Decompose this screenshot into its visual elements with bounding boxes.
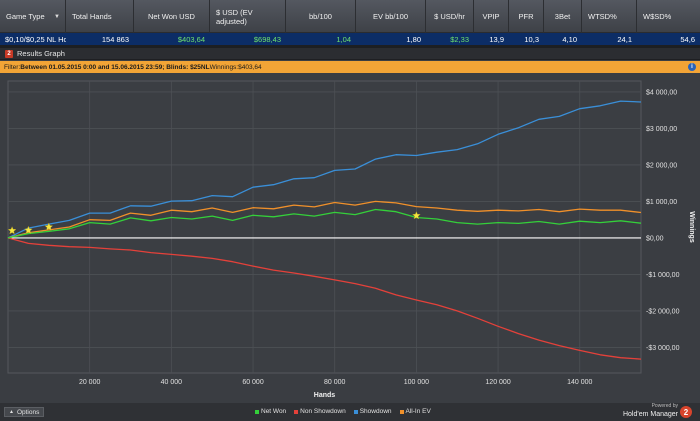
cell-net-won: $403,64 xyxy=(177,34,205,44)
legend-label: Net Won xyxy=(261,408,287,415)
panel-titlebar: 2 Results Graph xyxy=(0,48,700,60)
info-icon[interactable]: i xyxy=(688,63,696,71)
legend-swatch xyxy=(255,409,259,414)
cell-game-type: $0,10/$0,25 NL Ho xyxy=(5,34,66,44)
y-tick-label: $1 000,00 xyxy=(646,199,677,206)
triangle-up-icon: ▲ xyxy=(9,409,14,415)
series-line-showdown xyxy=(7,100,642,239)
table-row[interactable]: $0,10/$0,25 NL Ho 154 863 $403,64 $698,4… xyxy=(0,33,700,45)
chevron-down-icon[interactable]: ▼ xyxy=(54,14,60,20)
column-header-vpip[interactable]: VPIP xyxy=(474,0,509,33)
legend-item[interactable]: Showdown xyxy=(353,408,392,415)
cell-3bet: 4,10 xyxy=(562,34,577,44)
options-button[interactable]: ▲ Options xyxy=(4,407,45,417)
star-marker xyxy=(24,225,33,234)
app-logo-icon: 2 xyxy=(5,49,13,58)
results-graph: 20 000 40 000 60 000 80 000 100 000 120 000 14… xyxy=(0,73,700,403)
column-header-label: EV bb/100 xyxy=(372,12,409,21)
column-header-label: Game Type xyxy=(6,12,45,21)
legend-item[interactable]: Non Showdown xyxy=(294,408,346,415)
y-tick-label: $3 000,00 xyxy=(646,126,677,133)
x-tick-label: 120 000 xyxy=(485,379,510,386)
column-header-usd-hr[interactable]: $ USD/hr xyxy=(426,0,474,33)
cell-bb100: 1,04 xyxy=(336,34,351,44)
x-tick-label: 20 000 xyxy=(79,379,101,386)
column-header-game-type[interactable]: Game Type ▼ xyxy=(0,0,66,33)
column-header-wsd[interactable]: W$SD% xyxy=(637,0,700,33)
column-header-label: bb/100 xyxy=(309,12,332,21)
filter-winnings-label: Winnings: xyxy=(209,63,239,71)
column-header-label: Total Hands xyxy=(72,12,112,21)
series-line-net-won xyxy=(7,208,642,239)
cell-usd-hr: $2,33 xyxy=(450,34,469,44)
legend-swatch xyxy=(294,409,299,414)
column-header-label: W$SD% xyxy=(643,12,672,21)
column-header-label: WTSD% xyxy=(588,12,617,21)
cell-wtsd: 24,1 xyxy=(617,34,632,44)
y-tick-label: $4 000,00 xyxy=(646,89,677,96)
column-header-label: 3Bet xyxy=(554,12,571,21)
column-header-label: VPIP xyxy=(482,12,500,21)
column-header-net-won[interactable]: Net Won USD xyxy=(134,0,210,33)
star-marker xyxy=(412,211,421,220)
x-tick-label: 60 000 xyxy=(242,379,264,386)
options-label: Options xyxy=(16,408,40,416)
y-tick-label: -$1 000,00 xyxy=(646,272,680,279)
series-line-all-in-ev xyxy=(7,200,642,239)
panel-title: Results Graph xyxy=(17,49,65,58)
y-tick-label: $0,00 xyxy=(646,235,664,242)
series-line-non-showdown xyxy=(7,237,642,360)
chart-legend: Net Won Non Showdown Showdown All-In EV xyxy=(255,408,431,415)
powered-by: Powered by Hold'em Manager xyxy=(623,403,678,419)
filter-prefix: Filter: xyxy=(4,63,21,71)
filter-winnings-value: $403,64 xyxy=(238,63,262,71)
column-header-3bet[interactable]: 3Bet xyxy=(544,0,582,33)
x-tick-label: 100 000 xyxy=(404,379,429,386)
hm-logo-icon: 2 xyxy=(680,406,692,418)
legend-label: Showdown xyxy=(359,408,392,415)
stats-table-header: Game Type ▼ Total Hands Net Won USD $ US… xyxy=(0,0,700,33)
y-tick-label: -$3 000,00 xyxy=(646,345,680,352)
x-tick-label: 80 000 xyxy=(324,379,346,386)
column-header-label: $ USD (EV adjusted) xyxy=(216,7,253,26)
y-axis-label: Winnings xyxy=(688,211,695,243)
cell-vpip: 13,9 xyxy=(489,34,504,44)
legend-item[interactable]: Net Won xyxy=(255,408,286,415)
x-tick-label: 40 000 xyxy=(161,379,183,386)
legend-item[interactable]: All-In EV xyxy=(399,408,431,415)
powered-by-label: Powered by xyxy=(651,403,678,409)
cell-pfr: 10,3 xyxy=(524,34,539,44)
x-tick-label: 140 000 xyxy=(567,379,592,386)
column-header-wtsd[interactable]: WTSD% xyxy=(582,0,637,33)
brand-name: Hold'em Manager xyxy=(622,411,678,418)
results-chart: 20 000 40 000 60 000 80 000 100 000 120 000 14… xyxy=(7,80,695,399)
column-header-label: PFR xyxy=(518,12,534,21)
cell-ev-bb100: 1,80 xyxy=(406,34,421,44)
column-header-bb100[interactable]: bb/100 xyxy=(286,0,356,33)
cell-total-hands: 154 863 xyxy=(101,34,129,44)
column-header-ev-bb100[interactable]: EV bb/100 xyxy=(356,0,426,33)
filter-text: Between 01.05.2015 0:00 and 15.06.2015 2… xyxy=(20,63,210,71)
column-header-label: Net Won USD xyxy=(148,12,195,21)
y-tick-label: -$2 000,00 xyxy=(646,308,680,315)
column-header-usd-ev[interactable]: $ USD (EV adjusted) xyxy=(210,0,286,33)
filter-bar: Filter: Between 01.05.2015 0:00 and 15.0… xyxy=(0,61,700,73)
legend-label: All-In EV xyxy=(405,408,431,415)
legend-swatch xyxy=(399,409,404,414)
splitter[interactable] xyxy=(0,45,700,48)
x-axis-label: Hands xyxy=(314,392,336,399)
plot-area xyxy=(7,80,642,374)
column-header-total-hands[interactable]: Total Hands xyxy=(66,0,134,33)
cell-usd-ev: $698,43 xyxy=(253,34,281,44)
cell-wsd: 54,6 xyxy=(680,34,695,44)
bottom-bar: ▲ Options Net Won Non Showdown Showdown All… xyxy=(0,403,700,421)
y-tick-label: $2 000,00 xyxy=(646,162,677,169)
column-header-label: $ USD/hr xyxy=(434,12,465,21)
column-header-pfr[interactable]: PFR xyxy=(509,0,544,33)
legend-swatch xyxy=(353,409,358,414)
legend-label: Non Showdown xyxy=(300,408,346,415)
star-marker xyxy=(7,226,17,235)
star-marker xyxy=(44,222,54,231)
